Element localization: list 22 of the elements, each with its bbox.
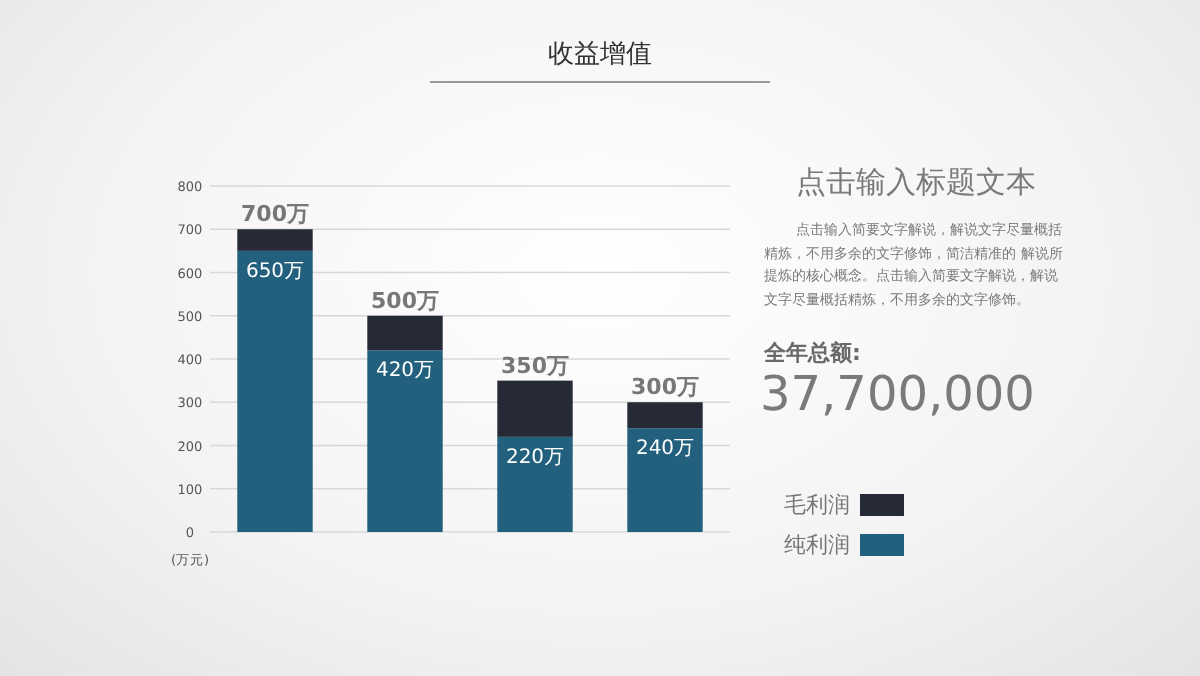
- bar: [237, 250, 313, 532]
- bar: [627, 428, 703, 532]
- chart-title: 收益增值: [548, 40, 652, 70]
- bar: [367, 350, 443, 532]
- legend-label: 毛利润: [784, 492, 850, 518]
- total-label: 300万: [631, 374, 699, 401]
- data-label: 650万: [245, 260, 305, 283]
- data-label: 220万: [505, 446, 565, 469]
- bar: [237, 229, 313, 251]
- total-label: 700万: [241, 201, 309, 228]
- total-label: 500万: [371, 287, 439, 314]
- bar: [497, 436, 573, 532]
- total-label: 350万: [501, 352, 569, 379]
- legend-label: 纯利润: [784, 532, 850, 558]
- bar: [497, 380, 573, 437]
- data-label: 240万: [635, 438, 695, 461]
- data-label: 420万: [375, 360, 435, 383]
- bar: [627, 402, 703, 429]
- bar: [367, 315, 443, 351]
- text: 全年总额:: [764, 338, 863, 368]
- text: 37,700,000: [760, 366, 1037, 422]
- text: 点击输入标题文本: [794, 164, 1038, 202]
